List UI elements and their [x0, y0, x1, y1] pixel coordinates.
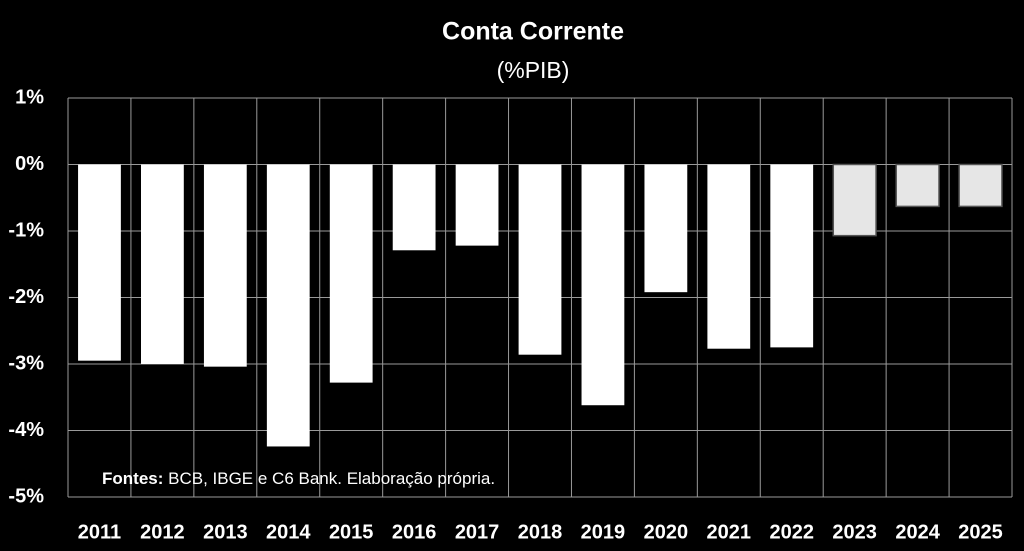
- y-tick-label: -2%: [8, 286, 44, 308]
- y-tick-label: -3%: [8, 352, 44, 374]
- bar: [581, 164, 625, 406]
- bar: [644, 164, 688, 293]
- x-tick-label: 2024: [895, 521, 940, 543]
- bar: [518, 164, 562, 355]
- y-tick-label: -1%: [8, 219, 44, 241]
- source-note: Fontes: BCB, IBGE e C6 Bank. Elaboração …: [102, 469, 495, 488]
- x-tick-label: 2020: [644, 521, 689, 543]
- bar: [958, 163, 1003, 208]
- y-tick-label: -5%: [8, 485, 44, 507]
- bar: [266, 164, 310, 447]
- x-tick-label: 2019: [581, 521, 626, 543]
- bar: [455, 164, 499, 246]
- x-tick-label: 2012: [140, 521, 185, 543]
- bar: [770, 164, 814, 348]
- chart-subtitle: (%PIB): [497, 57, 570, 83]
- bar: [78, 164, 121, 361]
- y-tick-label: 1%: [15, 86, 44, 108]
- x-tick-label: 2018: [518, 521, 563, 543]
- bar: [329, 164, 373, 383]
- x-tick-label: 2011: [78, 521, 121, 543]
- x-tick-label: 2021: [707, 521, 752, 543]
- bar: [141, 164, 184, 364]
- x-tick-label: 2016: [392, 521, 437, 543]
- bar: [392, 164, 436, 251]
- x-tick-label: 2015: [329, 521, 374, 543]
- x-tick-label: 2017: [455, 521, 500, 543]
- x-tick-label: 2025: [958, 521, 1003, 543]
- source-text: BCB, IBGE e C6 Bank. Elaboração própria.: [163, 469, 495, 488]
- bar: [832, 163, 877, 237]
- x-tick-label: 2023: [832, 521, 877, 543]
- y-tick-label: 0%: [15, 153, 44, 175]
- y-tick-label: -4%: [8, 419, 44, 441]
- bar: [895, 163, 940, 208]
- chart-title: Conta Corrente: [442, 18, 624, 46]
- source-label: Fontes:: [102, 469, 163, 488]
- x-tick-label: 2013: [203, 521, 248, 543]
- bar: [203, 164, 247, 367]
- x-tick-label: 2014: [266, 521, 311, 543]
- bar: [707, 164, 751, 349]
- x-tick-label: 2022: [769, 521, 814, 543]
